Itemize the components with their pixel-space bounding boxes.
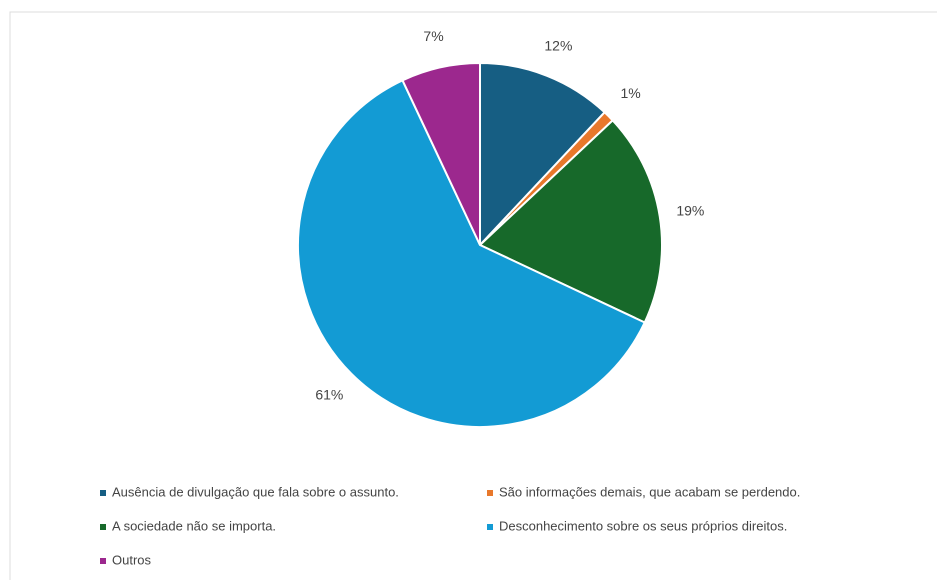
legend-text: Desconhecimento sobre os seus próprios d… [499,518,787,533]
legend-text: São informações demais, que acabam se pe… [499,484,800,499]
legend-text: Ausência de divulgação que fala sobre o … [112,484,399,499]
pie-slice [297,78,647,428]
pie-slice [401,61,481,246]
legend-text: A sociedade não se importa. [112,518,276,533]
pie-slice [479,61,607,248]
slice-label: 12% [544,38,572,54]
frame [9,11,937,580]
legend-swatch [487,490,493,496]
legend-swatch [100,490,106,496]
legend-swatch [487,524,493,530]
legend-swatch [100,558,106,564]
slice-label: 61% [315,386,343,402]
slice-label: 19% [676,202,704,218]
legend-text: Outros [112,552,152,567]
legend-swatch [100,524,106,530]
slice-label: 7% [423,28,443,44]
pie-slice [478,118,663,324]
slice-label: 1% [620,85,640,101]
